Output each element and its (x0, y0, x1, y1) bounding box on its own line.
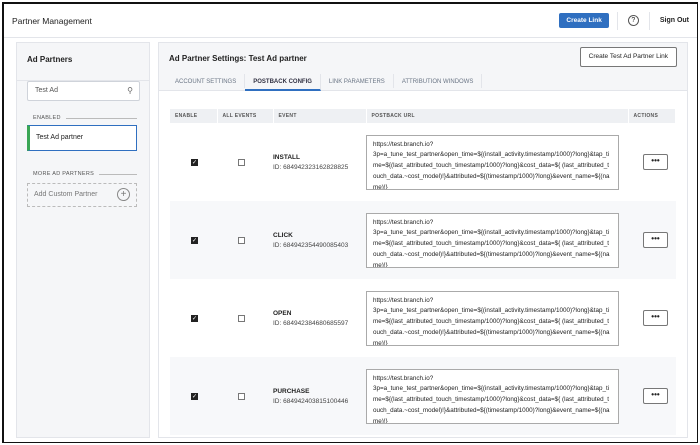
sidebar-title: Ad Partners (17, 43, 149, 81)
postback-url-textarea[interactable]: https://test.branch.io? 3p=a_tune_test_p… (366, 290, 619, 346)
table-row: ✓ OPEN ID: 684942384680685597 https://tes… (170, 279, 676, 357)
search-icon: ⚲ (127, 86, 133, 95)
plus-circle-icon: + (117, 188, 130, 201)
all-events-checkbox[interactable] (238, 392, 245, 400)
col-actions: ACTIONS (628, 109, 676, 123)
divider (648, 11, 650, 30)
tab-attribution-windows[interactable]: ATTRIBUTION WINDOWS (394, 74, 483, 88)
postback-url-textarea[interactable]: https://test.branch.io? 3p=a_tune_test_p… (366, 368, 619, 424)
event-id: ID: 684942323162828825 (273, 163, 349, 171)
table-row: ✓ CLICK ID: 684942354490085403 https://te… (170, 201, 676, 279)
more-partners-section-label: MORE AD PARTNERS (33, 171, 137, 177)
settings-title: Ad Partner Settings: Test Ad partner (169, 54, 307, 63)
enable-checkbox[interactable]: ✓ (191, 314, 198, 322)
create-test-link-button[interactable]: Create Test Ad Partner Link (579, 47, 677, 67)
event-id: ID: 684942384680685597 (273, 319, 349, 327)
all-events-checkbox[interactable] (238, 236, 245, 244)
question-circle-icon[interactable]: ? (627, 15, 639, 26)
col-postback-url: POSTBACK URL (366, 109, 629, 123)
top-bar: Partner Management Create Link ? Sign Ou… (4, 4, 697, 38)
all-events-checkbox[interactable] (238, 314, 245, 322)
table-row: ✓ INSTALL ID: 684942323162828825 https://… (170, 123, 676, 201)
tab-account-settings[interactable]: ACCOUNT SETTINGS (167, 74, 246, 88)
event-name: OPEN (273, 309, 292, 317)
divider (616, 11, 618, 30)
tab-link-parameters[interactable]: LINK PARAMETERS (321, 74, 394, 88)
enabled-section-label: ENABLED (33, 115, 137, 121)
all-events-checkbox[interactable] (238, 158, 245, 166)
postback-url-textarea[interactable]: https://test.branch.io? 3p=a_tune_test_p… (366, 212, 619, 268)
more-actions-button[interactable]: ••• (643, 388, 668, 404)
ad-partners-sidebar: Ad Partners Test Ad ⚲ ENABLED Test Ad par… (16, 42, 150, 438)
partner-item-test-ad-partner[interactable]: Test Ad partner (27, 125, 137, 151)
postback-table: ENABLE ALL EVENTS EVENT POSTBACK URL ACT… (170, 109, 676, 435)
col-event: EVENT (273, 109, 367, 123)
event-id: ID: 684942354490085403 (273, 241, 349, 249)
add-custom-partner-button[interactable]: Add Custom Partner + (27, 183, 137, 207)
table-row: ✓ PURCHASE ID: 684942403815100446 https:/… (170, 357, 676, 435)
search-value: Test Ad (35, 87, 58, 94)
event-name: CLICK (273, 231, 293, 239)
postback-url-textarea[interactable]: https://test.branch.io? 3p=a_tune_test_p… (366, 134, 619, 190)
more-actions-button[interactable]: ••• (643, 154, 668, 170)
enable-checkbox[interactable]: ✓ (191, 392, 198, 400)
event-name: PURCHASE (273, 387, 310, 395)
col-enable: ENABLE (170, 109, 218, 123)
col-all-events: ALL EVENTS (217, 109, 274, 123)
event-id: ID: 684942403815100446 (273, 397, 349, 405)
more-actions-button[interactable]: ••• (643, 232, 668, 248)
add-custom-label: Add Custom Partner (34, 191, 98, 198)
partner-search-input[interactable]: Test Ad ⚲ (27, 81, 140, 101)
enable-checkbox[interactable]: ✓ (191, 236, 198, 244)
more-actions-button[interactable]: ••• (643, 310, 668, 326)
enable-checkbox[interactable]: ✓ (191, 158, 198, 166)
tab-postback-config[interactable]: POSTBACK CONFIG (245, 74, 321, 91)
app-title: Partner Management (12, 15, 92, 26)
event-name: INSTALL (273, 153, 300, 161)
create-link-button[interactable]: Create Link (559, 13, 609, 28)
partner-settings-panel: Ad Partner Settings: Test Ad partner Cre… (158, 42, 688, 438)
settings-tabs: ACCOUNT SETTINGS POSTBACK CONFIG LINK PA… (159, 71, 687, 91)
sign-out-link[interactable]: Sign Out (659, 17, 689, 24)
